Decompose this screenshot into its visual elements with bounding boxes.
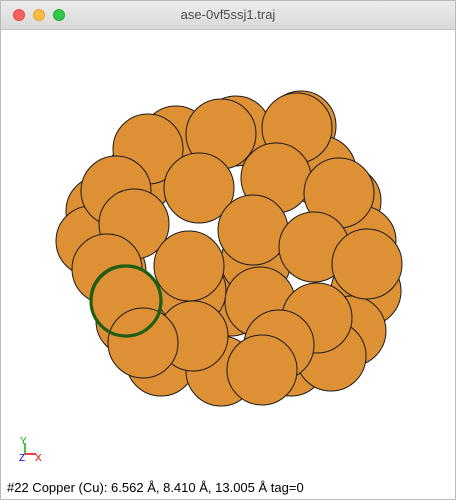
- minimize-icon[interactable]: [33, 9, 45, 21]
- zoom-icon[interactable]: [53, 9, 65, 21]
- atom[interactable]: [153, 230, 225, 302]
- atom-cluster[interactable]: [55, 90, 403, 407]
- close-icon[interactable]: [13, 9, 25, 21]
- axis-x-label: X: [35, 453, 42, 464]
- status-bar-text: #22 Copper (Cu): 6.562 Å, 8.410 Å, 13.00…: [7, 480, 304, 495]
- atom[interactable]: [163, 152, 235, 224]
- selected-atom-ring: [89, 264, 163, 338]
- axis-z-label: Z: [19, 453, 25, 464]
- axis-y-label: Y: [20, 436, 27, 447]
- atom[interactable]: [107, 307, 179, 379]
- atom-view-canvas[interactable]: Y Z X: [1, 30, 455, 473]
- atom[interactable]: [217, 194, 289, 266]
- atom[interactable]: [226, 334, 298, 406]
- axes-icon: Y Z X: [19, 436, 42, 464]
- title-bar[interactable]: ase-0vf5ssj1.traj: [1, 1, 455, 30]
- window-title: ase-0vf5ssj1.traj: [180, 7, 276, 22]
- atom[interactable]: [331, 228, 403, 300]
